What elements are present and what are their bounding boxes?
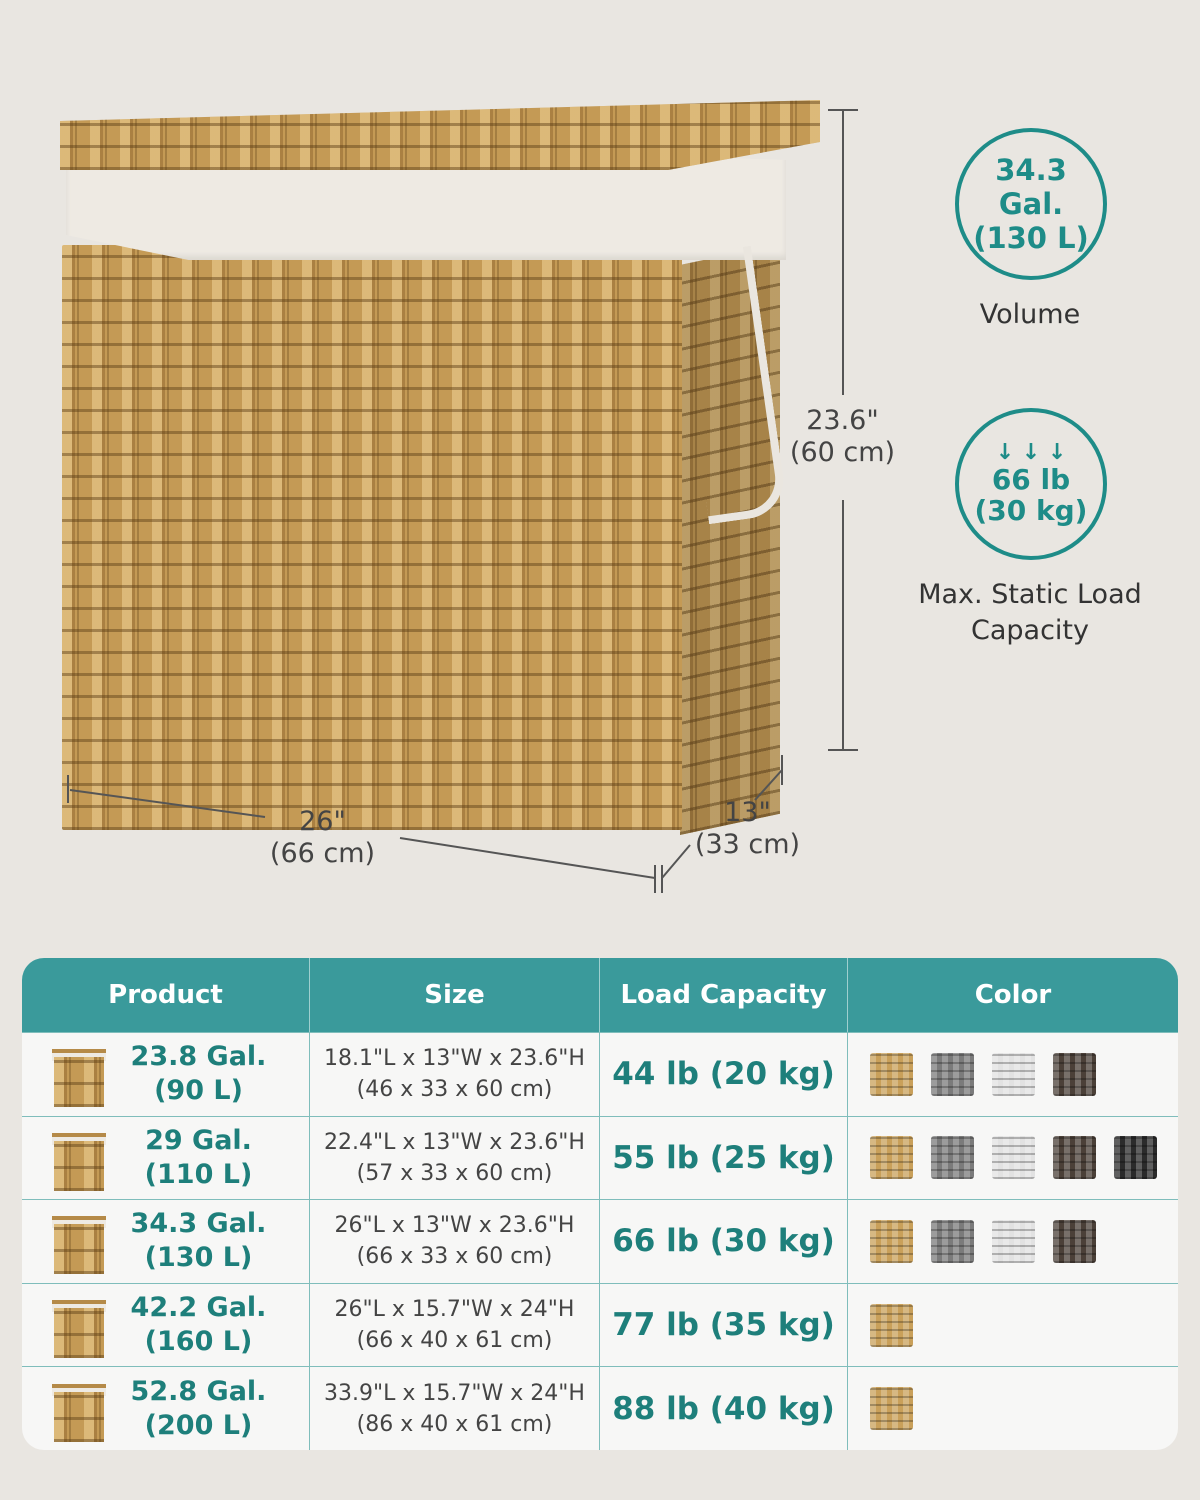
basket-lid — [60, 100, 820, 170]
size-metric: (66 x 33 x 60 cm) — [356, 1244, 553, 1270]
header-load-capacity: Load Capacity — [600, 958, 848, 1032]
load-capacity: 66 lb (30 kg) — [600, 1199, 848, 1283]
size-imperial: 26"L x 13"W x 23.6"H — [334, 1213, 575, 1239]
volume-badge: 34.3 Gal. (130 L) — [955, 128, 1107, 280]
height-in: 23.6" — [806, 405, 879, 436]
dimension-lines — [67, 109, 858, 893]
color-swatch-natural — [870, 1303, 913, 1347]
color-swatch-grey — [931, 1219, 974, 1263]
header-product: Product — [22, 958, 310, 1032]
product-thumbnail — [50, 1208, 108, 1275]
color-swatch-white — [992, 1219, 1035, 1263]
header-size: Size — [310, 958, 600, 1032]
product-volume-l: (90 L) — [154, 1075, 243, 1107]
table-row: 23.8 Gal. (90 L) 18.1"L x 13"W x 23.6"H (4… — [22, 1032, 1178, 1116]
color-swatch-grey — [931, 1052, 974, 1096]
product-volume-l: (130 L) — [144, 1242, 253, 1274]
color-swatch-black — [1114, 1136, 1157, 1180]
color-options — [848, 1052, 1178, 1096]
size-imperial: 22.4"L x 13"W x 23.6"H — [324, 1129, 585, 1155]
table-row: 29 Gal. (110 L) 22.4"L x 13"W x 23.6"H (57… — [22, 1115, 1178, 1200]
load-badge: ↓ ↓ ↓ 66 lb (30 kg) — [955, 408, 1107, 560]
size-metric: (86 x 40 x 61 cm) — [356, 1411, 553, 1437]
load-caption-line1: Max. Static Load — [918, 579, 1142, 610]
table-row: 52.8 Gal. (200 L) 33.9"L x 15.7"W x 24"H (… — [22, 1366, 1178, 1450]
product-volume-gal: 29 Gal. — [145, 1124, 252, 1156]
basket-front — [62, 245, 682, 830]
color-options — [848, 1387, 1178, 1431]
length-label: 26" (66 cm) — [255, 806, 390, 870]
color-options — [848, 1136, 1178, 1180]
width-label: 13" (33 cm) — [685, 797, 810, 861]
product-thumbnail — [50, 1376, 108, 1442]
width-cm: (33 cm) — [694, 829, 801, 860]
length-in: 26" — [299, 806, 346, 837]
size-imperial: 18.1"L x 13"W x 23.6"H — [324, 1046, 585, 1072]
size-metric: (66 x 40 x 61 cm) — [356, 1328, 553, 1354]
load-caption-line2: Capacity — [971, 615, 1089, 646]
load-capacity: 77 lb (35 kg) — [600, 1282, 848, 1367]
product-volume-gal: 23.8 Gal. — [130, 1041, 267, 1073]
width-in: 13" — [724, 797, 771, 828]
color-swatch-grey — [931, 1136, 974, 1180]
header-color: Color — [848, 958, 1178, 1032]
table-row: 34.3 Gal. (130 L) 26"L x 13"W x 23.6"H (66… — [22, 1199, 1178, 1283]
color-options — [848, 1303, 1178, 1347]
product-thumbnail — [50, 1125, 108, 1191]
size-metric: (57 x 33 x 60 cm) — [356, 1160, 553, 1186]
product-image-laundry-basket — [0, 0, 900, 900]
comparison-table: Product Size Load Capacity Color 23.8 Ga… — [22, 958, 1178, 1450]
color-swatch-natural — [870, 1052, 913, 1096]
volume-caption: Volume — [979, 299, 1081, 330]
load-caption: Max. Static Load Capacity — [895, 577, 1165, 649]
height-label: 23.6" (60 cm) — [780, 405, 905, 469]
load-kg: (30 kg) — [974, 494, 1088, 527]
down-arrows-icon: ↓ ↓ ↓ — [995, 440, 1067, 465]
product-volume-l: (110 L) — [144, 1158, 253, 1190]
color-swatch-natural — [870, 1136, 913, 1180]
color-swatch-brown — [1053, 1136, 1096, 1180]
product-volume-gal: 34.3 Gal. — [130, 1208, 267, 1240]
product-thumbnail — [50, 1292, 108, 1359]
product-volume-l: (160 L) — [144, 1326, 253, 1358]
product-volume-gal: 52.8 Gal. — [130, 1375, 267, 1407]
load-capacity: 55 lb (25 kg) — [600, 1115, 848, 1200]
color-options — [848, 1219, 1178, 1263]
color-swatch-white — [992, 1136, 1035, 1180]
color-swatch-white — [992, 1052, 1035, 1096]
load-lb: 66 lb — [991, 463, 1071, 496]
size-imperial: 33.9"L x 15.7"W x 24"H — [324, 1380, 585, 1406]
load-capacity: 44 lb (20 kg) — [600, 1032, 848, 1116]
table-row: 42.2 Gal. (160 L) 26"L x 15.7"W x 24"H (66… — [22, 1282, 1178, 1367]
color-swatch-brown — [1053, 1052, 1096, 1096]
color-swatch-brown — [1053, 1219, 1096, 1263]
volume-gal: 34.3 Gal. — [995, 153, 1067, 221]
product-volume-l: (200 L) — [144, 1409, 253, 1441]
size-metric: (46 x 33 x 60 cm) — [356, 1077, 553, 1103]
product-volume-gal: 42.2 Gal. — [130, 1292, 267, 1324]
length-cm: (66 cm) — [269, 838, 376, 869]
size-imperial: 26"L x 15.7"W x 24"H — [334, 1297, 575, 1323]
product-thumbnail — [50, 1041, 108, 1108]
color-swatch-natural — [870, 1219, 913, 1263]
load-capacity: 88 lb (40 kg) — [600, 1366, 848, 1450]
height-cm: (60 cm) — [789, 437, 896, 468]
color-swatch-natural — [870, 1387, 913, 1431]
volume-l: (130 L) — [973, 221, 1089, 255]
